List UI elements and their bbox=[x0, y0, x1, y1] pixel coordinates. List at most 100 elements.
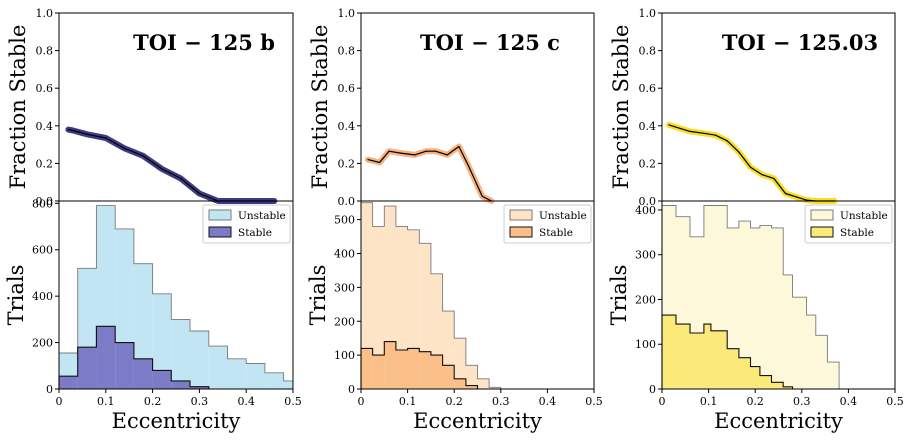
y-tick-label: 300 bbox=[635, 249, 656, 262]
x-tick-label: 0.1 bbox=[399, 395, 417, 408]
y-tick-label: 200 bbox=[334, 315, 355, 328]
unstable-bar bbox=[372, 226, 385, 389]
legend: Unstable Stable bbox=[503, 204, 592, 244]
legend-swatch-unstable bbox=[208, 209, 232, 221]
y-tick-label: 0.6 bbox=[338, 82, 356, 95]
trials-histogram-panel-2: 0 100 200 300 400 500 0 0.1 0.2 0.3 0.4 0.5 Unstable… bbox=[306, 200, 603, 433]
stable-bar bbox=[454, 378, 466, 389]
legend-label-stable: Stable bbox=[238, 227, 272, 239]
y-axis-label: Fraction Stable bbox=[6, 25, 30, 190]
y-tick-label: 400 bbox=[334, 248, 355, 261]
y-tick-label: 0 bbox=[649, 383, 656, 396]
stable-bar bbox=[115, 342, 134, 389]
fraction-stable-line bbox=[668, 124, 835, 202]
fraction-stable-panel-3: 0.0 0.2 0.4 0.6 0.8 1.0 TOI − 125.03 Fraction S… bbox=[609, 7, 896, 208]
stable-bar bbox=[361, 348, 373, 389]
unstable-bar bbox=[283, 380, 293, 389]
stable-bar bbox=[727, 348, 739, 389]
stable-outline bbox=[661, 314, 840, 390]
unstable-bar bbox=[454, 338, 466, 389]
legend-swatch-unstable bbox=[509, 209, 533, 221]
stable-bar bbox=[783, 386, 793, 389]
y-tick-label: 400 bbox=[635, 204, 656, 217]
unstable-bar bbox=[384, 206, 396, 389]
stable-bar bbox=[372, 355, 385, 389]
legend-label-stable: Stable bbox=[539, 227, 573, 239]
y-tick-label: 0.0 bbox=[36, 195, 54, 208]
unstable-bar bbox=[771, 227, 784, 389]
unstable-bar bbox=[430, 273, 443, 389]
y-tick-label: 400 bbox=[32, 290, 53, 303]
fraction-stable-point bbox=[72, 129, 74, 132]
unstable-bar bbox=[442, 311, 455, 389]
fraction-stable-point bbox=[458, 145, 460, 148]
unstable-bar bbox=[395, 226, 408, 389]
y-tick-label: 0.8 bbox=[36, 45, 54, 58]
plot-frame bbox=[661, 200, 896, 390]
x-tick-label: 0.2 bbox=[445, 395, 463, 408]
unstable-bar bbox=[171, 319, 191, 389]
fraction-stable-point bbox=[388, 150, 390, 152]
unstable-bar bbox=[190, 330, 209, 389]
stable-bar bbox=[689, 333, 704, 389]
legend: Unstable Stable bbox=[804, 204, 893, 244]
panel-title: TOI − 125 b bbox=[133, 30, 275, 55]
y-axis-label: Fraction Stable bbox=[609, 25, 633, 190]
legend-label-stable: Stable bbox=[840, 227, 874, 239]
x-tick-label: 0.1 bbox=[97, 395, 115, 408]
y-tick-label: 0.2 bbox=[36, 157, 54, 170]
unstable-outline bbox=[58, 205, 294, 389]
fraction-stable-point bbox=[400, 152, 402, 154]
stable-bar bbox=[77, 347, 97, 389]
fraction-stable-point bbox=[434, 150, 437, 152]
plot-frame bbox=[58, 200, 294, 390]
y-tick-label: 300 bbox=[334, 281, 355, 294]
plot-frame bbox=[360, 200, 595, 390]
fraction-stable-point bbox=[413, 154, 416, 156]
fraction-stable-band bbox=[65, 126, 278, 204]
fraction-stable-point bbox=[86, 133, 88, 135]
stable-bar bbox=[750, 366, 760, 389]
stable-bar bbox=[771, 382, 784, 389]
x-tick-label: 0.4 bbox=[237, 395, 255, 408]
stable-bar bbox=[384, 341, 396, 389]
fraction-stable-point bbox=[446, 154, 448, 156]
stable-bar bbox=[419, 351, 431, 389]
y-tick-label: 1.0 bbox=[36, 7, 54, 20]
fraction-stable-panel-2: 0.0 0.2 0.4 0.6 0.8 1.0 TOI − 125 c Fraction St… bbox=[308, 7, 595, 208]
y-tick-label: 500 bbox=[334, 214, 355, 227]
y-tick-label: 1.0 bbox=[639, 7, 657, 20]
unstable-bar bbox=[806, 315, 816, 389]
fraction-stable-point bbox=[105, 137, 107, 139]
fraction-stable-point bbox=[425, 150, 427, 152]
x-axis-label: Eccentricity bbox=[714, 409, 843, 433]
unstable-bar bbox=[727, 227, 739, 389]
unstable-bar bbox=[792, 297, 807, 389]
x-axis-label: Eccentricity bbox=[112, 409, 241, 433]
fraction-stable-point bbox=[161, 168, 163, 170]
fraction-stable-line bbox=[68, 129, 275, 202]
fraction-stable-point bbox=[379, 161, 381, 164]
fraction-stable-point bbox=[784, 192, 787, 195]
stable-bar bbox=[133, 358, 153, 389]
fraction-stable-point bbox=[680, 128, 682, 130]
fraction-stable-point bbox=[738, 151, 740, 153]
stable-bar bbox=[465, 385, 478, 389]
unstable-bar bbox=[407, 229, 420, 389]
y-tick-label: 0.4 bbox=[338, 120, 356, 133]
unstable-bar bbox=[465, 365, 478, 389]
y-tick-label: 600 bbox=[32, 244, 53, 257]
panel-title: TOI − 125.03 bbox=[722, 30, 878, 55]
fraction-stable-point bbox=[668, 124, 670, 126]
y-tick-label: 0.4 bbox=[639, 120, 657, 133]
fraction-stable-point bbox=[749, 166, 752, 168]
y-tick-label: 800 bbox=[32, 197, 53, 210]
stable-bar bbox=[430, 355, 443, 389]
stable-outline bbox=[360, 341, 501, 390]
y-axis-label: Fraction Stable bbox=[308, 25, 332, 190]
unstable-bar bbox=[750, 227, 760, 389]
x-tick-label: 0 bbox=[659, 395, 666, 408]
stable-bar bbox=[738, 357, 751, 389]
unstable-outline bbox=[360, 202, 502, 389]
